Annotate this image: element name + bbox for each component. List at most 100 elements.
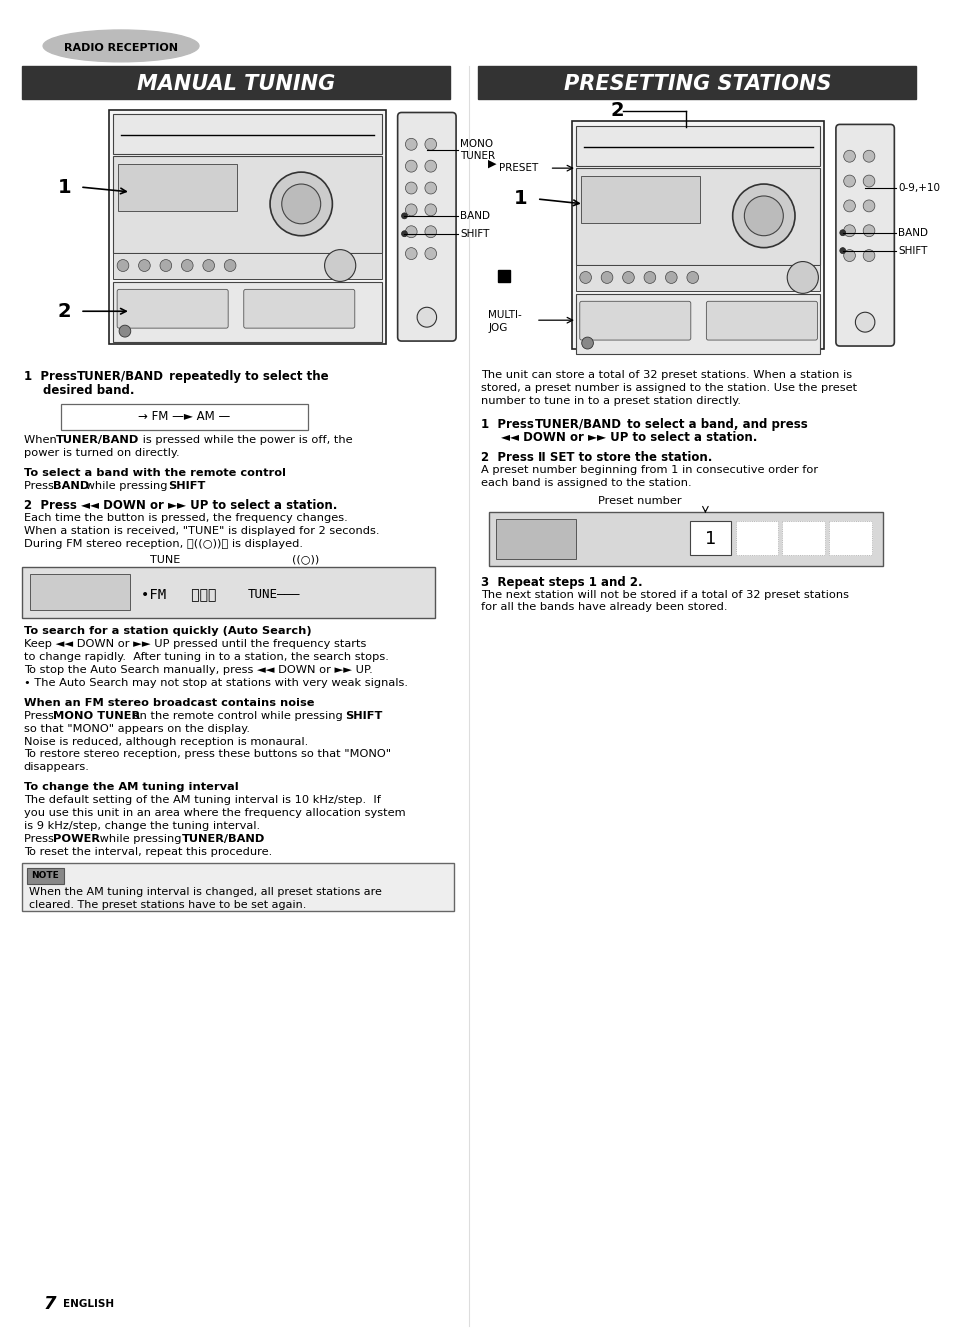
- Circle shape: [424, 226, 436, 238]
- FancyBboxPatch shape: [118, 165, 236, 210]
- Text: To reset the interval, repeat this procedure.: To reset the interval, repeat this proce…: [24, 846, 272, 857]
- FancyBboxPatch shape: [30, 573, 130, 611]
- Circle shape: [160, 260, 172, 272]
- Text: When: When: [24, 435, 60, 446]
- Text: Press: Press: [24, 711, 57, 720]
- Text: To restore stereo reception, press these buttons so that "MONO": To restore stereo reception, press these…: [24, 750, 391, 759]
- Circle shape: [401, 230, 407, 237]
- Circle shape: [581, 337, 593, 349]
- Text: Press: Press: [24, 834, 57, 844]
- Circle shape: [181, 260, 193, 272]
- Text: ◄◄ DOWN or ►► UP to select a station.: ◄◄ DOWN or ►► UP to select a station.: [500, 431, 757, 445]
- FancyBboxPatch shape: [576, 265, 820, 292]
- Circle shape: [862, 200, 874, 212]
- Circle shape: [405, 226, 416, 238]
- Circle shape: [405, 204, 416, 216]
- FancyBboxPatch shape: [835, 125, 893, 345]
- Circle shape: [842, 175, 855, 187]
- FancyBboxPatch shape: [579, 301, 690, 340]
- Text: TUNER/BAND: TUNER/BAND: [55, 435, 139, 446]
- Ellipse shape: [43, 29, 199, 62]
- Text: BAND: BAND: [898, 228, 927, 238]
- Circle shape: [665, 272, 677, 284]
- FancyBboxPatch shape: [22, 66, 450, 99]
- Circle shape: [405, 182, 416, 194]
- Text: ((○)): ((○)): [293, 554, 319, 565]
- FancyBboxPatch shape: [489, 511, 882, 565]
- Text: TUNER/BAND: TUNER/BAND: [77, 370, 164, 383]
- Text: while pressing: while pressing: [82, 481, 171, 491]
- Text: The unit can store a total of 32 preset stations. When a station is: The unit can store a total of 32 preset …: [481, 370, 852, 380]
- Text: for all the bands have already been stored.: for all the bands have already been stor…: [481, 603, 727, 612]
- Text: To change the AM tuning interval: To change the AM tuning interval: [24, 782, 238, 793]
- Circle shape: [405, 248, 416, 260]
- Text: To search for a station quickly (Auto Search): To search for a station quickly (Auto Se…: [24, 627, 311, 636]
- Text: 1: 1: [704, 530, 715, 548]
- Text: so that "MONO" appears on the display.: so that "MONO" appears on the display.: [24, 723, 250, 734]
- Text: Noise is reduced, although reception is monaural.: Noise is reduced, although reception is …: [24, 736, 308, 747]
- FancyBboxPatch shape: [478, 66, 915, 99]
- Circle shape: [786, 261, 818, 293]
- Text: When the AM tuning interval is changed, all preset stations are: When the AM tuning interval is changed, …: [30, 886, 382, 897]
- FancyBboxPatch shape: [61, 403, 308, 430]
- FancyBboxPatch shape: [572, 122, 823, 349]
- Circle shape: [424, 182, 436, 194]
- Text: each band is assigned to the station.: each band is assigned to the station.: [481, 478, 691, 489]
- Circle shape: [862, 150, 874, 162]
- Circle shape: [862, 249, 874, 261]
- FancyBboxPatch shape: [580, 177, 699, 222]
- Text: ENGLISH: ENGLISH: [63, 1299, 113, 1310]
- Text: 0-9,+10: 0-9,+10: [898, 183, 940, 193]
- Text: To select a band with the remote control: To select a band with the remote control: [24, 469, 285, 478]
- Text: When a station is received, "TUNE" is displayed for 2 seconds.: When a station is received, "TUNE" is di…: [24, 526, 378, 536]
- Text: MULTI-: MULTI-: [488, 311, 521, 320]
- Text: 2  Press ◄◄ DOWN or ►► UP to select a station.: 2 Press ◄◄ DOWN or ►► UP to select a sta…: [24, 499, 336, 511]
- Text: SHIFT: SHIFT: [898, 245, 926, 256]
- Circle shape: [401, 213, 407, 218]
- Text: JOG: JOG: [488, 323, 507, 333]
- FancyBboxPatch shape: [113, 283, 381, 341]
- Text: 2: 2: [610, 100, 624, 121]
- Text: 2: 2: [58, 301, 71, 321]
- FancyBboxPatch shape: [576, 126, 820, 166]
- Text: 2  Press Ⅱ SET to store the station.: 2 Press Ⅱ SET to store the station.: [481, 451, 712, 465]
- FancyBboxPatch shape: [689, 521, 730, 554]
- Text: cleared. The preset stations have to be set again.: cleared. The preset stations have to be …: [30, 900, 307, 909]
- FancyBboxPatch shape: [735, 521, 778, 554]
- Text: → FM —► AM —: → FM —► AM —: [138, 410, 231, 423]
- Text: while pressing: while pressing: [95, 834, 185, 844]
- Text: PRESETTING STATIONS: PRESETTING STATIONS: [563, 74, 830, 94]
- Text: stored, a preset number is assigned to the station. Use the preset: stored, a preset number is assigned to t…: [481, 383, 857, 392]
- Circle shape: [862, 175, 874, 187]
- Text: .: .: [199, 481, 202, 491]
- Circle shape: [324, 249, 355, 281]
- Text: PRESET: PRESET: [498, 163, 537, 173]
- FancyBboxPatch shape: [497, 270, 509, 283]
- FancyBboxPatch shape: [22, 566, 435, 619]
- FancyBboxPatch shape: [244, 289, 355, 328]
- FancyBboxPatch shape: [27, 868, 64, 884]
- Text: • The Auto Search may not stop at stations with very weak signals.: • The Auto Search may not stop at statio…: [24, 678, 407, 688]
- Text: 1  Press: 1 Press: [481, 418, 537, 431]
- Text: 7: 7: [43, 1295, 55, 1314]
- Circle shape: [839, 248, 844, 253]
- Circle shape: [839, 230, 844, 236]
- Text: you use this unit in an area where the frequency allocation system: you use this unit in an area where the f…: [24, 809, 405, 818]
- Text: 1  Press: 1 Press: [24, 370, 81, 383]
- Text: To stop the Auto Search manually, press ◄◄ DOWN or ►► UP.: To stop the Auto Search manually, press …: [24, 665, 372, 675]
- Text: on the remote control while pressing: on the remote control while pressing: [129, 711, 346, 720]
- FancyBboxPatch shape: [576, 169, 820, 265]
- Text: NOTE: NOTE: [31, 872, 59, 880]
- Circle shape: [579, 272, 591, 284]
- Text: When an FM stereo broadcast contains noise: When an FM stereo broadcast contains noi…: [24, 698, 314, 708]
- FancyBboxPatch shape: [110, 110, 386, 344]
- Circle shape: [842, 150, 855, 162]
- FancyBboxPatch shape: [113, 114, 381, 154]
- Circle shape: [224, 260, 235, 272]
- Text: desired band.: desired band.: [43, 384, 134, 396]
- Text: 1: 1: [513, 189, 527, 209]
- Text: MONO TUNER: MONO TUNER: [52, 711, 140, 720]
- Text: SHIFT: SHIFT: [459, 229, 489, 238]
- FancyBboxPatch shape: [397, 112, 456, 341]
- FancyBboxPatch shape: [781, 521, 824, 554]
